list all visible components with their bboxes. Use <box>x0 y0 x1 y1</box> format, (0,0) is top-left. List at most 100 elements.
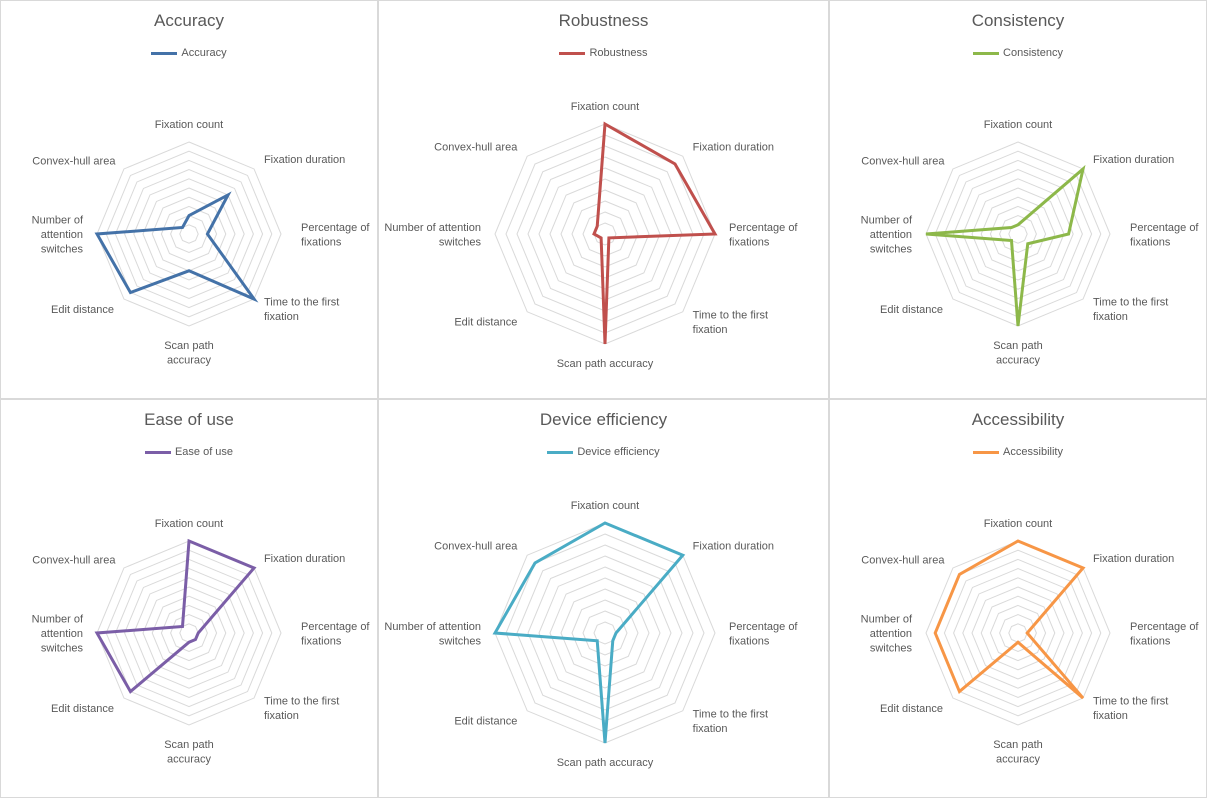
grid-ring <box>582 211 628 257</box>
series-line <box>933 539 1086 700</box>
grid-ring <box>549 178 661 290</box>
series-line <box>94 538 257 694</box>
chart-title: Robustness <box>558 11 649 30</box>
grid-ring <box>142 187 236 281</box>
axis-label: Scan path accuracy <box>164 340 214 367</box>
axis-label: Percentage of fixations <box>301 621 370 648</box>
grid-ring <box>999 614 1037 652</box>
axis-label: Edit distance <box>454 716 517 728</box>
axis-label: Scan path accuracy <box>557 358 654 370</box>
grid-ring <box>538 566 672 700</box>
series-line <box>925 164 1086 327</box>
grid-ring <box>527 156 683 312</box>
grid-ring <box>560 189 650 279</box>
grid-ring <box>989 205 1047 263</box>
axis-label: Number of attention switches <box>861 614 913 655</box>
grid-ring <box>999 215 1037 253</box>
axis-label: Fixation duration <box>693 141 774 153</box>
axis-label: Fixation duration <box>264 553 345 565</box>
axis-label: Convex-hull area <box>434 540 518 552</box>
legend-label: Consistency <box>1003 47 1063 60</box>
chart-title: Device efficiency <box>539 410 668 429</box>
axis-label: Time to the first fixation <box>693 708 768 735</box>
series-line <box>492 521 686 744</box>
chart-title: Ease of use <box>144 410 234 429</box>
grid-ring <box>179 224 199 244</box>
legend-label: Robustness <box>589 47 648 60</box>
grid-ring <box>133 577 245 689</box>
grid-ring <box>114 159 264 309</box>
grid-ring <box>105 150 273 318</box>
axis-label: Time to the first fixation <box>264 696 339 723</box>
chart-title: Accessibility <box>971 410 1065 429</box>
legend-label: Ease of use <box>174 446 234 459</box>
grid-ring <box>96 540 282 726</box>
axis-label: Percentage of fixations <box>729 222 798 249</box>
axis-label: Fixation count <box>984 119 1052 131</box>
axis-label: Fixation duration <box>693 540 774 552</box>
axis-label: Scan path accuracy <box>993 739 1043 766</box>
grid-ring <box>971 187 1065 281</box>
axis-label: Time to the first fixation <box>693 309 768 336</box>
grid-ring <box>571 599 639 667</box>
grid-ring <box>96 141 282 327</box>
legend-swatch <box>973 450 1000 454</box>
grid-ring <box>1008 623 1028 643</box>
radar-plot: Fixation count Fixation duration Percentag… <box>32 119 371 367</box>
legend: Device efficiency <box>379 446 828 458</box>
grid-ring <box>538 167 672 301</box>
axis-label: Scan path accuracy <box>993 340 1043 367</box>
axis-label: Fixation count <box>155 518 223 530</box>
grid-ring <box>943 558 1093 708</box>
grid-ring <box>1008 224 1028 244</box>
axis-label: Percentage of fixations <box>301 222 370 249</box>
axis-label: Convex-hull area <box>32 554 116 566</box>
chart-panel-accuracy: Accuracy Accuracy Fixation count Fixation… <box>0 0 378 399</box>
grid-ring <box>925 540 1111 726</box>
chart-panel-accessibility: Accessibility Accessibility Fixation cou… <box>829 399 1207 798</box>
axis-label: Fixation count <box>155 119 223 131</box>
legend: Consistency <box>830 47 1206 59</box>
axis-label: Number of attention switches <box>384 621 481 648</box>
legend-swatch <box>559 51 586 55</box>
axis-label: Scan path accuracy <box>557 757 654 769</box>
grid-ring <box>962 178 1074 290</box>
radar-grid <box>96 141 282 327</box>
grid-ring <box>962 577 1074 689</box>
axis-label: Edit distance <box>880 304 943 316</box>
legend-swatch <box>151 51 178 55</box>
axis-label: Convex-hull area <box>861 554 945 566</box>
series-line <box>592 121 718 345</box>
legend: Robustness <box>379 47 828 59</box>
grid-ring <box>105 549 273 717</box>
axis-label: Edit distance <box>454 317 517 329</box>
axis-label: Fixation count <box>571 500 639 512</box>
axis-label: Number of attention switches <box>32 215 84 256</box>
axis-label: Edit distance <box>880 703 943 715</box>
grid-ring <box>953 169 1083 299</box>
axis-label: Fixation count <box>984 518 1052 530</box>
legend: Accuracy <box>1 47 377 59</box>
grid-ring <box>989 604 1047 662</box>
axis-label: Number of attention switches <box>32 614 84 655</box>
axis-label: Convex-hull area <box>32 155 116 167</box>
grid-ring <box>160 604 218 662</box>
grid-ring <box>593 621 617 645</box>
grid-ring <box>124 568 254 698</box>
grid-ring <box>124 169 254 299</box>
axis-label: Fixation duration <box>1093 154 1174 166</box>
axis-label: Time to the first fixation <box>1093 696 1168 723</box>
chart-panel-device-efficiency: Device efficiency Device efficiency Fixa… <box>378 399 829 798</box>
grid-ring <box>170 215 208 253</box>
axis-label: Percentage of fixations <box>1130 621 1199 648</box>
chart-panel-ease-of-use: Ease of use Ease of use Fixation count Fi… <box>0 399 378 798</box>
chart-title: Consistency <box>971 11 1065 30</box>
axis-label: Fixation count <box>571 101 639 113</box>
axis-label: Convex-hull area <box>861 155 945 167</box>
grid-ring <box>571 200 639 268</box>
grid-ring <box>151 595 227 671</box>
grid-ring <box>527 555 683 711</box>
radar-plot: Fixation count Fixation duration Percentag… <box>861 518 1200 766</box>
axis-label: Edit distance <box>51 304 114 316</box>
legend-swatch <box>973 51 1000 55</box>
